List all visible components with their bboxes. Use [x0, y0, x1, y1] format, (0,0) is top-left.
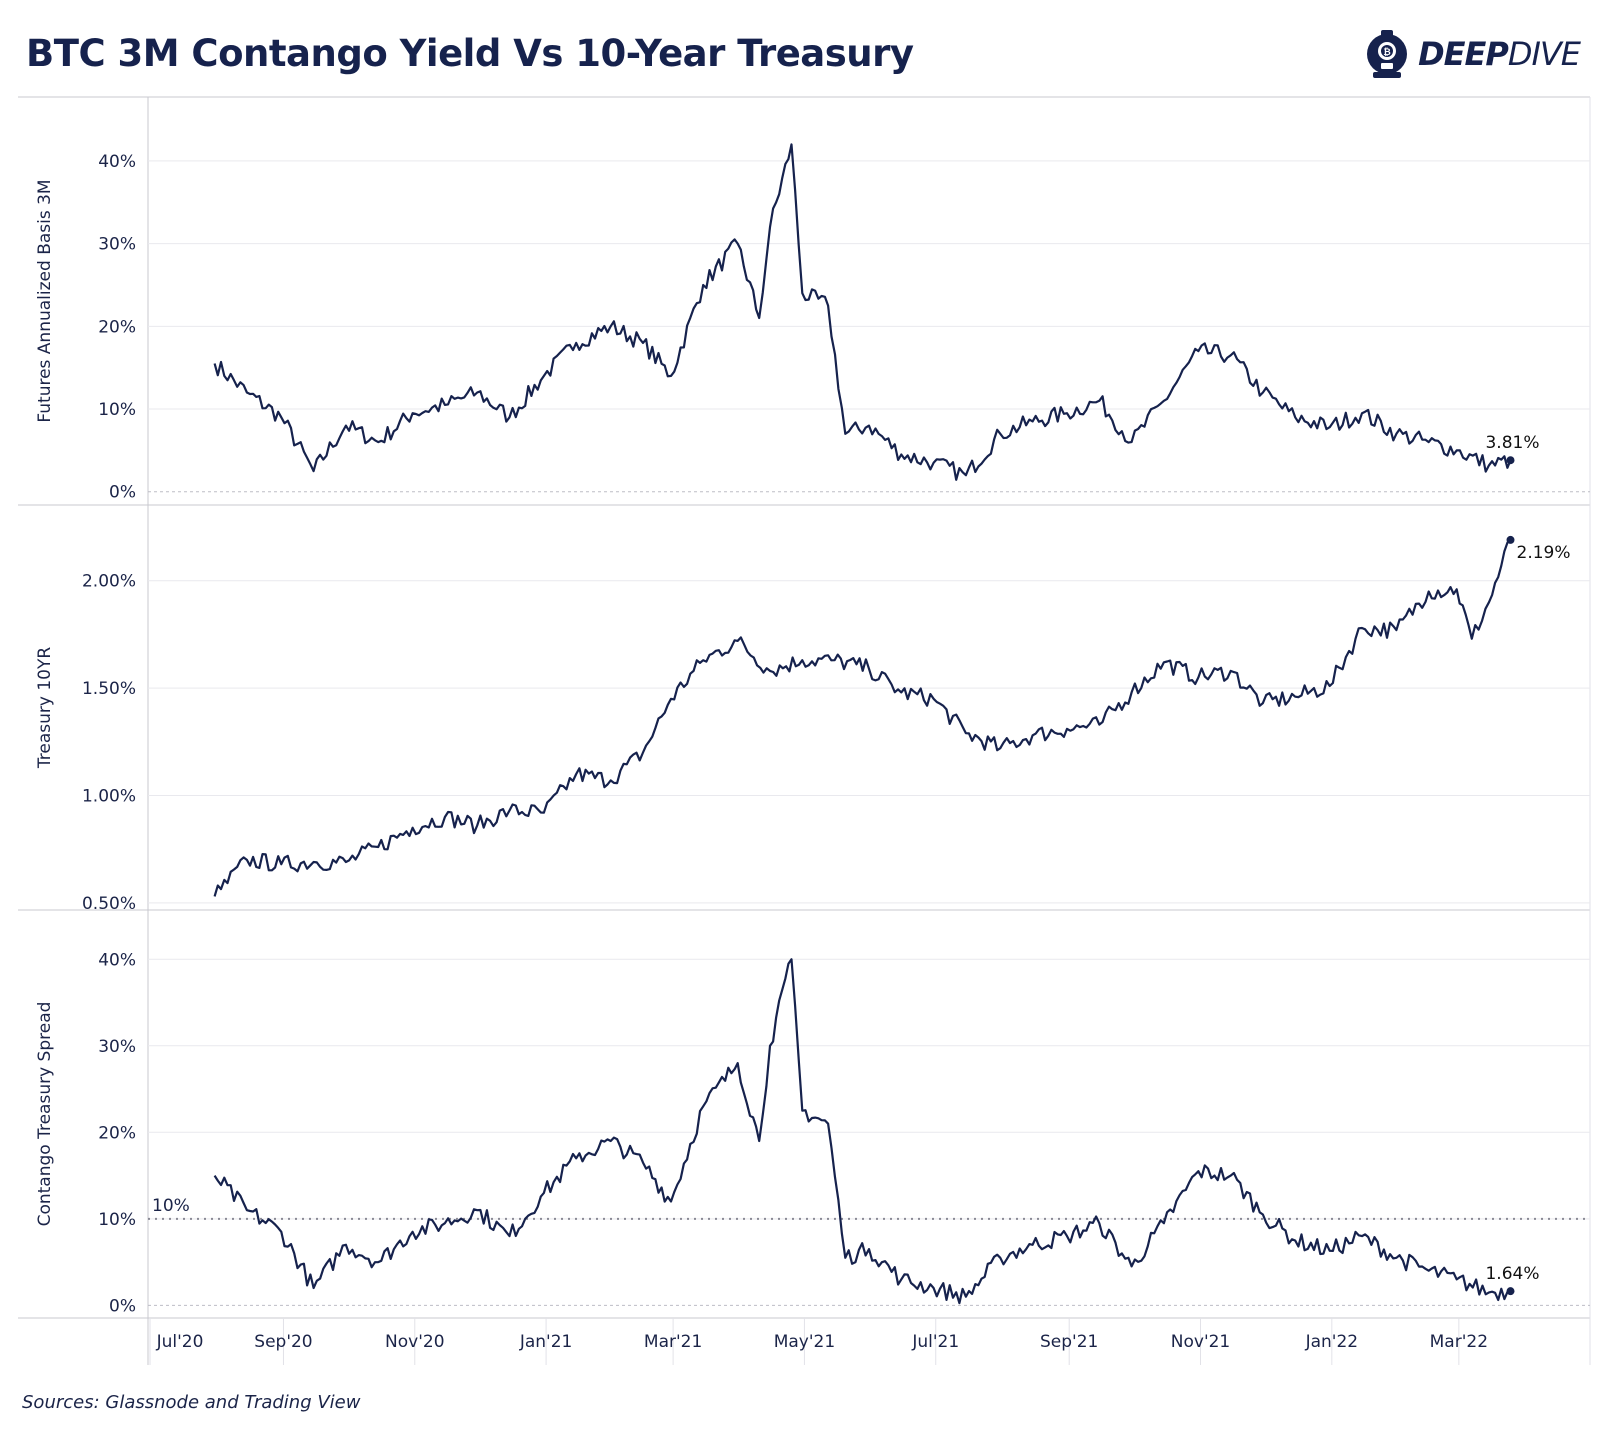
series-line [213, 143, 1512, 481]
x-tick-label: May'21 [774, 1332, 835, 1352]
end-point-marker [1506, 535, 1515, 544]
y-axis-label: Contango Treasury Spread [35, 1002, 55, 1227]
x-tick-label: Nov'20 [385, 1332, 444, 1352]
y-tick-label: 20% [98, 1123, 136, 1143]
y-tick-label: 1.50% [82, 679, 136, 699]
y-axis-label: Futures Annualized Basis 3M [35, 179, 55, 422]
x-tick-label: Mar'22 [1430, 1332, 1488, 1352]
brand-wordmark: DEEPDIVE [1418, 35, 1581, 73]
panel-1: 0% 10% 20% 30% 40% Futures Annualized Basis 3… [35, 143, 1590, 503]
y-tick-label: 10% [98, 1210, 136, 1230]
svg-text:₿: ₿ [1383, 47, 1390, 58]
x-tick-label: Mar'21 [644, 1332, 702, 1352]
series-line [213, 539, 1512, 897]
y-tick-label: 2.00% [82, 572, 136, 592]
end-value-label: 3.81% [1485, 433, 1539, 453]
diver-helmet-icon: ₿ [1367, 30, 1408, 78]
y-tick-label: 40% [98, 152, 136, 172]
y-tick-label: 0% [109, 483, 136, 503]
end-value-label: 2.19% [1517, 543, 1571, 563]
y-axis-label: Treasury 10YR [35, 647, 55, 769]
chart-title: BTC 3M Contango Yield Vs 10-Year Treasur… [26, 32, 914, 75]
y-tick-label: 1.00% [82, 786, 136, 806]
series-line [213, 958, 1511, 1305]
y-tick-label: 20% [98, 317, 136, 337]
y-tick-label: 30% [98, 235, 136, 255]
panel-3: 0% 10% 20% 30% 40% Contango Treasury Spread 10… [35, 950, 1590, 1316]
source-note: Sources: Glassnode and Trading View [22, 1392, 361, 1413]
x-tick-label: Sep'21 [1040, 1332, 1098, 1352]
x-tick-label: Jul'20 [156, 1332, 204, 1352]
chart-canvas: 0% 10% 20% 30% 40% Futures Annualized Basis 3… [18, 96, 1591, 1365]
end-point-marker [1506, 1287, 1515, 1296]
panel-2: 0.50% 1.00% 1.50% 2.00% Treasury 10YR 2.19% [35, 535, 1590, 914]
y-tick-label: 30% [98, 1037, 136, 1057]
x-tick-label: Jul'21 [911, 1332, 959, 1352]
brand-bold: DEEP [1418, 35, 1509, 73]
end-value-label: 1.64% [1485, 1264, 1539, 1284]
end-point-marker [1506, 456, 1515, 465]
reference-line-label: 10% [152, 1196, 190, 1216]
x-tick-label: Sep'20 [254, 1332, 312, 1352]
y-tick-label: 10% [98, 400, 136, 420]
y-tick-label: 0.50% [82, 894, 136, 914]
y-tick-label: 40% [98, 950, 136, 970]
brand-light: DIVE [1507, 35, 1581, 73]
x-tick-label: Jan'22 [1305, 1332, 1359, 1352]
y-tick-label: 0% [109, 1296, 136, 1316]
x-tick-label: Nov'21 [1171, 1332, 1230, 1352]
deepdive-logo: ₿ DEEPDIVE [1364, 22, 1581, 86]
x-tick-label: Jan'21 [519, 1332, 573, 1352]
